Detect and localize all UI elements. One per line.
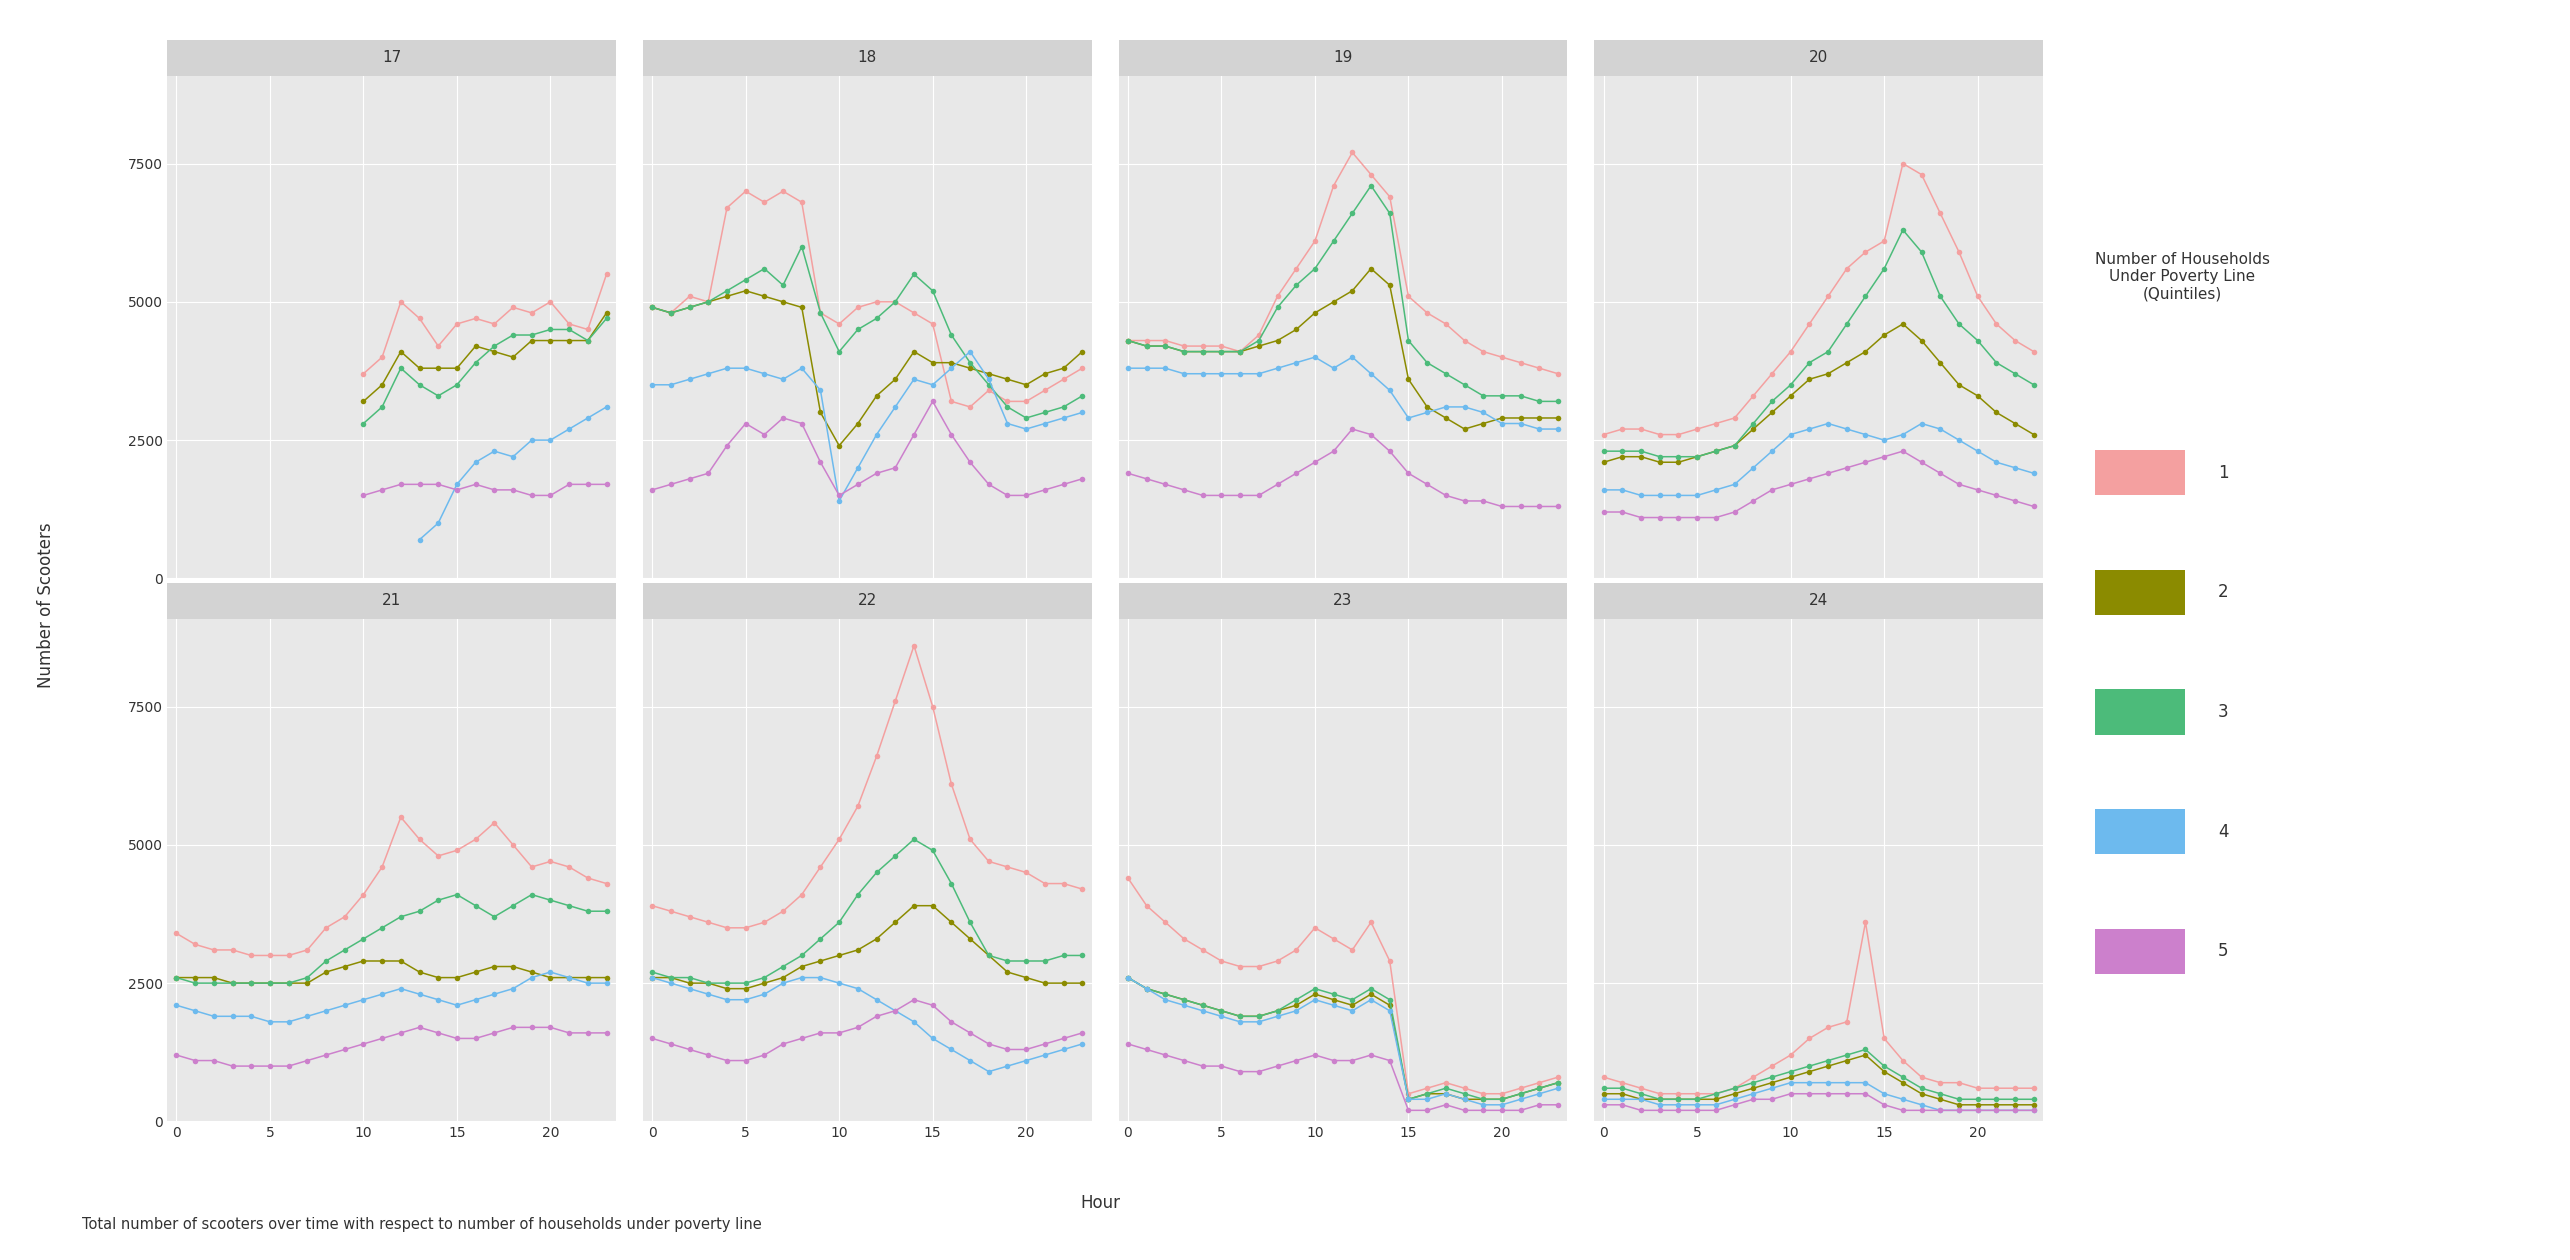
Text: 21: 21 <box>383 593 401 609</box>
Text: Number of Households
Under Poverty Line
(Quintiles): Number of Households Under Poverty Line … <box>2095 252 2269 302</box>
Text: 24: 24 <box>1809 593 1827 609</box>
Text: 22: 22 <box>858 593 876 609</box>
Text: 3: 3 <box>2218 703 2228 721</box>
Text: Total number of scooters over time with respect to number of households under po: Total number of scooters over time with … <box>82 1217 761 1232</box>
Text: 19: 19 <box>1334 50 1352 66</box>
Text: 2: 2 <box>2218 583 2228 601</box>
Text: 4: 4 <box>2218 823 2228 840</box>
Text: 18: 18 <box>858 50 876 66</box>
Text: 1: 1 <box>2218 464 2228 481</box>
Text: 5: 5 <box>2218 942 2228 960</box>
Text: 17: 17 <box>383 50 401 66</box>
Text: Hour: Hour <box>1079 1194 1121 1212</box>
Text: 23: 23 <box>1334 593 1352 609</box>
Text: Number of Scooters: Number of Scooters <box>36 522 57 688</box>
Text: 20: 20 <box>1809 50 1827 66</box>
